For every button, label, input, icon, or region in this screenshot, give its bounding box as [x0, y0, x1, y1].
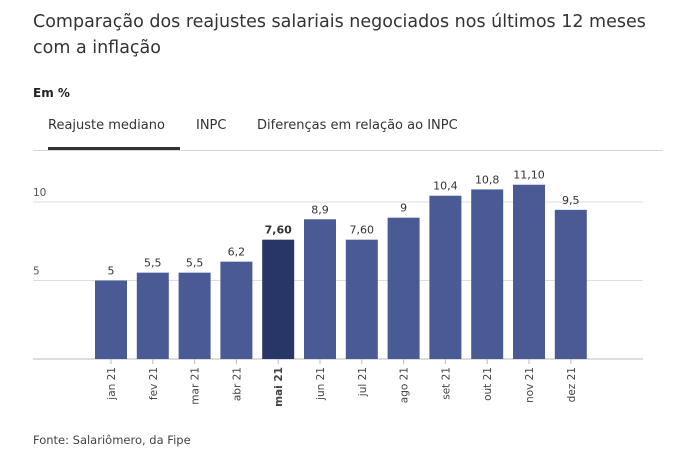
y-tick-label: 5 [33, 266, 40, 278]
unit-label: Em % [33, 86, 70, 100]
bar-value-label: 8,9 [311, 203, 329, 216]
bar [178, 272, 211, 359]
bar-value-label: 5,5 [144, 257, 162, 270]
tab-reajuste-mediano[interactable]: Reajuste mediano [48, 112, 180, 150]
bar [387, 217, 420, 359]
bar [429, 195, 462, 359]
chart-title: Comparação dos reajustes salariais negoc… [33, 12, 646, 58]
tab-diferencas-inpc[interactable]: Diferenças em relação ao INPC [257, 118, 458, 133]
bar-value-label: 10,8 [475, 173, 500, 186]
bar-value-label: 9 [400, 202, 407, 215]
source-note: Fonte: Salariômero, da Fipe [33, 433, 191, 447]
y-tick-label: 10 [33, 187, 46, 199]
tab-bar: Reajuste mediano INPC Diferenças em rela… [33, 112, 663, 151]
bar-value-label: 11,10 [513, 169, 545, 182]
x-tick-label: mar 21 [190, 367, 202, 405]
bar [95, 280, 127, 359]
bar-value-label: 6,2 [228, 246, 246, 259]
x-tick-label: set 21 [440, 367, 452, 400]
x-tick-label: fev 21 [148, 367, 160, 400]
bar-value-label: 5 [108, 265, 115, 278]
bar-value-label: 9,5 [562, 194, 580, 207]
tab-inpc[interactable]: INPC [196, 118, 227, 133]
x-tick-label: jan 21 [106, 367, 118, 401]
x-tick-label: dez 21 [566, 367, 578, 402]
bar [136, 272, 169, 359]
x-tick-label: nov 21 [524, 367, 536, 403]
x-tick-label: jun 21 [315, 367, 327, 401]
bar [471, 189, 504, 359]
bar [554, 209, 587, 359]
x-tick-label: mai 21 [273, 367, 285, 407]
bar [513, 184, 545, 359]
bar-chart: 5 10 5 jan 21 5,5 fev 21 5,5 mar 21 6,2 abr 21 7,6… [33, 169, 643, 407]
bar [304, 219, 336, 359]
bar-value-label: 5,5 [186, 257, 204, 270]
x-tick-label: out 21 [482, 367, 494, 401]
bar [262, 239, 295, 359]
x-tick-label: jul 21 [357, 367, 369, 397]
bar [345, 239, 378, 359]
bar-value-label: 10,4 [433, 180, 458, 193]
x-tick-label: ago 21 [399, 367, 411, 403]
bar-value-label: 7,60 [265, 224, 292, 237]
x-tick-label: abr 21 [231, 367, 243, 401]
bar [220, 261, 253, 359]
bar-value-label: 7,60 [350, 224, 375, 237]
